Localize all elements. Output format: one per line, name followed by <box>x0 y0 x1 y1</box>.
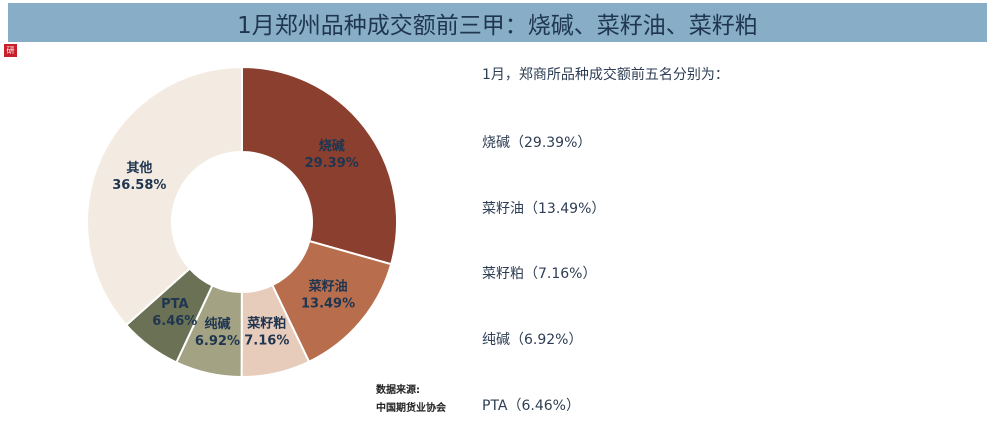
slice-label-0: 烧碱 29.39% <box>305 138 359 171</box>
data-source: 数据来源: 中国期货业协会 <box>376 382 446 418</box>
brand-logo-icon: 研 <box>4 44 17 57</box>
donut-slice-0 <box>241 65 398 266</box>
slice-label-4: PTA 6.46% <box>152 297 197 329</box>
summary-item-caizipo: 菜籽粕（7.16%） <box>482 266 597 282</box>
summary-item-pta: PTA（6.46%） <box>482 398 580 414</box>
summary-item-chunjian: 纯碱（6.92%） <box>482 332 583 348</box>
slice-label-5: 其他 36.58% <box>112 160 166 193</box>
slice-label-2: 菜籽粕 7.16% <box>244 316 289 349</box>
summary-intro: 1月，郑商所品种成交额前五名分别为： <box>482 67 729 83</box>
source-label: 数据来源: <box>376 385 420 396</box>
summary-item-caiziyou: 菜籽油（13.49%） <box>482 201 606 217</box>
source-name: 中国期货业协会 <box>376 403 446 414</box>
slice-label-1: 菜籽油 13.49% <box>301 278 355 311</box>
summary-item-shaojian: 烧碱（29.39%） <box>482 135 592 151</box>
slice-label-3: 纯碱 6.92% <box>195 316 240 349</box>
page-title: 1月郑州品种成交额前三甲：烧碱、菜籽油、菜籽粕 <box>8 3 987 42</box>
donut-slice-5 <box>86 65 243 327</box>
donut-chart: 烧碱 29.39% 菜籽油 13.49% 菜籽粕 7.16%纯碱 6.92%PTA 6.46%… <box>86 65 398 379</box>
